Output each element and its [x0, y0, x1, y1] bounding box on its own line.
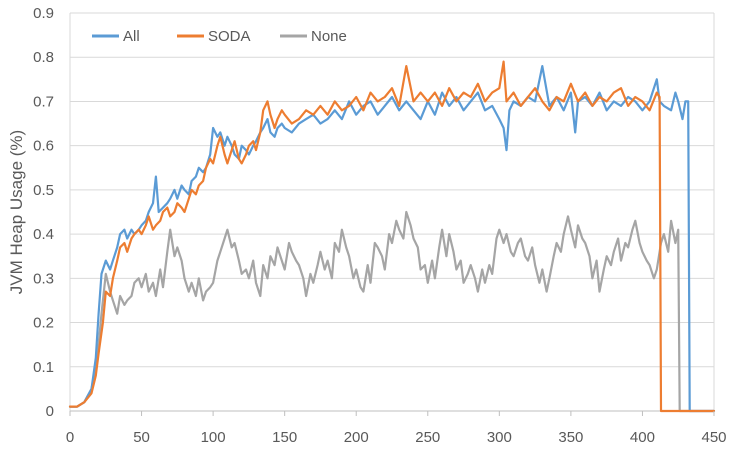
- y-tick-label: 0.6: [33, 138, 54, 155]
- legend-label-none: None: [311, 28, 347, 45]
- legend-label-all: All: [123, 28, 140, 45]
- gridlines: [69, 12, 715, 412]
- y-tick-label: 0.8: [33, 49, 54, 66]
- x-tick-label: 350: [558, 429, 583, 446]
- y-tick-label: 0.2: [33, 315, 54, 332]
- y-tick-label: 0.5: [33, 182, 54, 199]
- x-tick-label: 100: [201, 429, 226, 446]
- y-tick-label: 0.1: [33, 359, 54, 376]
- series-line-soda: [68, 60, 716, 413]
- y-tick-label: 0.4: [33, 226, 54, 243]
- x-tick-label: 300: [487, 429, 512, 446]
- y-tick-label: 0: [46, 403, 54, 420]
- series-line-none: [68, 210, 716, 413]
- x-tick-label: 400: [630, 429, 655, 446]
- legend-label-soda: SODA: [208, 28, 251, 45]
- y-tick-label: 0.9: [33, 5, 54, 22]
- y-tick-label: 0.3: [33, 270, 54, 287]
- y-axis-title: JVM Heap Usage (%): [7, 130, 26, 294]
- y-axis-ticks: 0 0.1 0.2 0.3 0.4 0.5 0.6 0.7 0.8 0.9: [33, 5, 54, 420]
- x-tick-label: 0: [66, 429, 74, 446]
- x-tick-label: 150: [272, 429, 297, 446]
- series-lines: [68, 60, 716, 413]
- y-tick-label: 0.7: [33, 93, 54, 110]
- x-tick-label: 250: [415, 429, 440, 446]
- x-tick-label: 200: [344, 429, 369, 446]
- x-tick-label: 50: [133, 429, 150, 446]
- x-tick-label: 450: [701, 429, 726, 446]
- legend: All SODA None: [92, 28, 347, 45]
- x-axis-ticks: 0 50 100 150 200 250 300 350 400 450: [66, 411, 727, 446]
